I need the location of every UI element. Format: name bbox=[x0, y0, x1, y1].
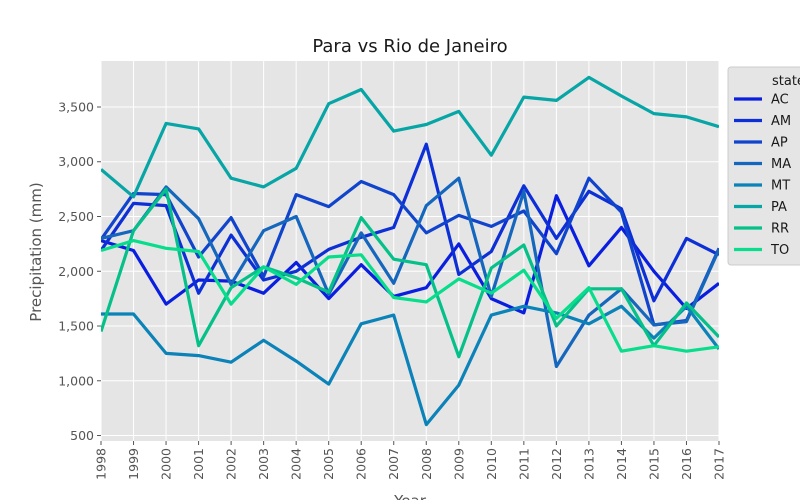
chart-title: Para vs Rio de Janeiro bbox=[312, 36, 507, 57]
x-tick-label: 2014 bbox=[614, 448, 629, 480]
y-tick-label: 3,500 bbox=[58, 99, 94, 114]
x-tick-label: 2015 bbox=[646, 448, 661, 480]
series-line-to bbox=[101, 239, 719, 353]
legend-label-ma: MA bbox=[771, 157, 791, 172]
legend-label-ap: AP bbox=[771, 136, 788, 151]
legend-label-pa: PA bbox=[771, 200, 787, 215]
x-tick-label: 2013 bbox=[581, 448, 596, 480]
x-tick-label: 2003 bbox=[256, 448, 271, 480]
series-line-mt bbox=[101, 304, 719, 427]
legend-items: AC AM AP MA MT PA RR TO bbox=[734, 93, 791, 258]
series-lines bbox=[101, 75, 719, 427]
y-axis-label: Precipitation (mm) bbox=[27, 182, 45, 321]
x-tick-label: 2017 bbox=[712, 448, 727, 480]
gridlines bbox=[100, 61, 720, 441]
legend-label-mt: MT bbox=[771, 179, 790, 194]
series-line-ma bbox=[101, 176, 719, 369]
y-tick-label: 2,000 bbox=[58, 264, 94, 279]
series-line-rr bbox=[101, 187, 719, 359]
x-tick-label: 2004 bbox=[289, 448, 304, 480]
y-tick-label: 2,500 bbox=[58, 209, 94, 224]
x-tick-label: 1998 bbox=[94, 448, 109, 480]
y-tick-label: 500 bbox=[70, 428, 94, 443]
legend-label-am: AM bbox=[771, 114, 791, 129]
x-tick-label: 2001 bbox=[191, 448, 206, 480]
legend-label-ac: AC bbox=[771, 93, 789, 108]
x-tick-label: 1999 bbox=[126, 448, 141, 480]
x-tick-label: 2006 bbox=[354, 448, 369, 480]
legend-label-to: TO bbox=[770, 243, 789, 258]
y-axis-ticks: 500 1,000 1,500 2,000 2,500 3,000 3,500 bbox=[58, 99, 101, 443]
x-tick-label: 2010 bbox=[484, 448, 499, 480]
legend: state AC AM AP MA MT PA RR TO bbox=[727, 66, 800, 266]
x-tick-label: 2016 bbox=[679, 448, 694, 480]
x-tick-label: 2008 bbox=[419, 448, 434, 480]
y-tick-label: 1,000 bbox=[58, 373, 94, 388]
x-tick-label: 2007 bbox=[386, 448, 401, 480]
legend-label-rr: RR bbox=[771, 222, 789, 237]
legend-box bbox=[727, 66, 800, 266]
series-line-pa bbox=[101, 75, 719, 199]
x-tick-label: 2005 bbox=[321, 448, 336, 480]
legend-title: state bbox=[772, 74, 800, 89]
y-tick-label: 3,000 bbox=[58, 154, 94, 169]
y-tick-label: 1,500 bbox=[58, 319, 94, 334]
x-tick-label: 2011 bbox=[516, 448, 531, 480]
x-axis-ticks: 1998 1999 2000 2001 2002 2003 2004 2005 2006 2007… bbox=[94, 441, 727, 480]
x-tick-label: 2002 bbox=[224, 448, 239, 480]
x-tick-label: 2012 bbox=[549, 448, 564, 480]
x-tick-label: 2009 bbox=[451, 448, 466, 480]
x-axis-label: Year bbox=[393, 492, 427, 500]
series-line-ac bbox=[101, 194, 719, 315]
x-tick-label: 2000 bbox=[159, 448, 174, 480]
series-line-ap bbox=[101, 176, 719, 327]
